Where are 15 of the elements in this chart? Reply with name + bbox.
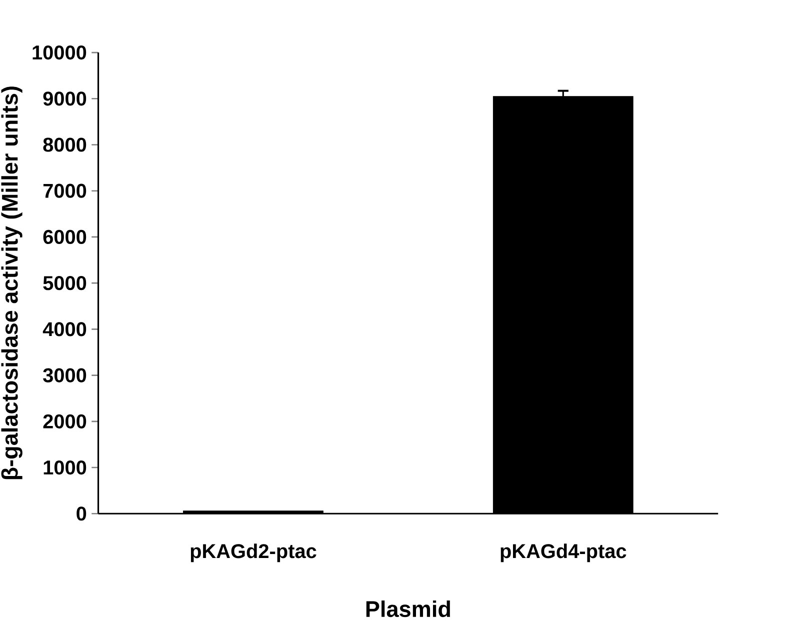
y-tick-label: 2000 <box>43 414 86 428</box>
y-tick-label: 4000 <box>42 322 86 336</box>
y-tick-label: 9000 <box>43 92 86 106</box>
y-axis-title: β-galactosidase activity (Miller units) <box>1 86 22 480</box>
y-tick-label: 1000 <box>44 460 86 475</box>
y-tick-label: 5000 <box>43 276 86 290</box>
y-tick-label: 3000 <box>43 368 86 382</box>
x-axis-title: Plasmid <box>366 600 450 618</box>
y-tick-label: 6000 <box>43 230 86 244</box>
y-tick-label: 7000 <box>43 184 86 198</box>
x-tick-label: pKAGd4-ptac <box>500 544 626 562</box>
y-tick-label: 8000 <box>43 138 86 152</box>
y-tick-label: 10000 <box>32 45 86 60</box>
y-tick-label: 0 <box>76 506 86 521</box>
x-tick-label: pKAGd2-ptac <box>190 544 316 562</box>
